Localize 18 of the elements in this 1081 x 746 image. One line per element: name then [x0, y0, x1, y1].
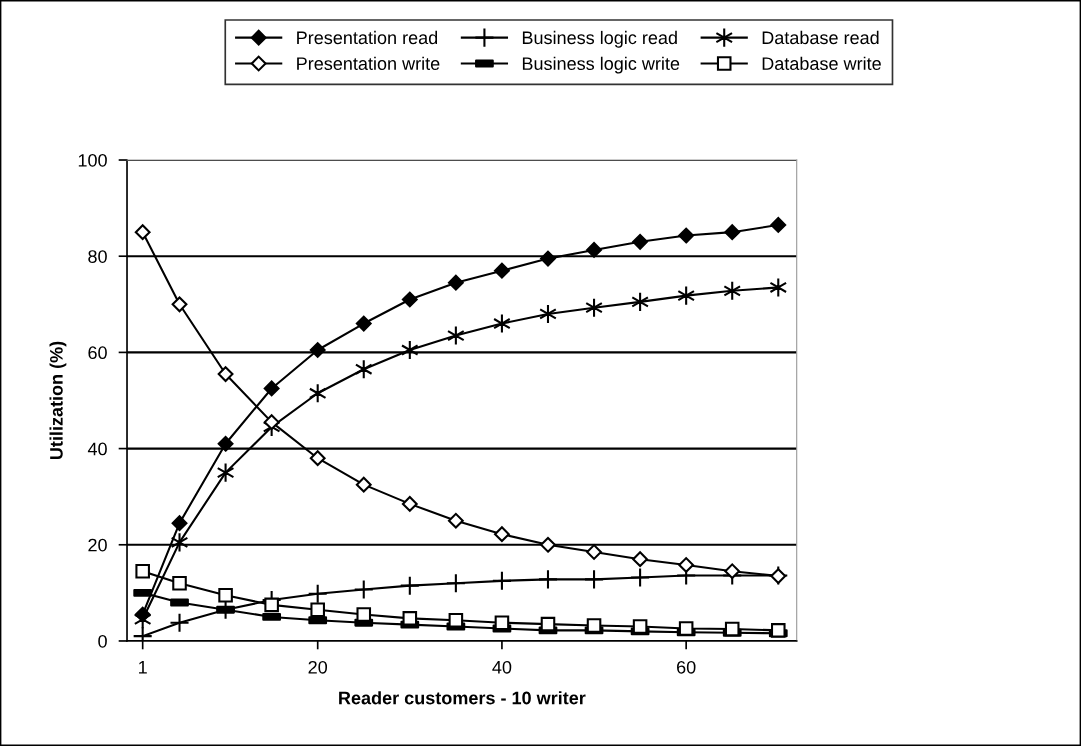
legend-label: Business logic read [522, 30, 677, 48]
y-axis-title: Utilization (%) [49, 341, 67, 460]
y-tick-label: 80 [88, 250, 107, 263]
x-tick-label: 20 [308, 660, 328, 674]
legend-label: Presentation read [297, 30, 438, 45]
y-tick-label: 0 [98, 634, 107, 648]
legend-label: Database write [762, 56, 881, 70]
legend-label: Business logic write [522, 56, 680, 74]
x-tick-label: 40 [492, 660, 512, 674]
y-tick-label: 20 [88, 538, 107, 552]
x-tick-label: 60 [677, 660, 696, 674]
legend-label: Database read [762, 30, 879, 45]
x-axis-title: Reader customers - 10 writer [339, 691, 586, 705]
x-tick-label: 1 [139, 661, 147, 674]
y-tick-label: 60 [88, 346, 107, 360]
legend-label: Presentation write [297, 56, 440, 70]
y-tick-label: 40 [87, 442, 107, 456]
y-tick-label: 100 [78, 153, 107, 167]
